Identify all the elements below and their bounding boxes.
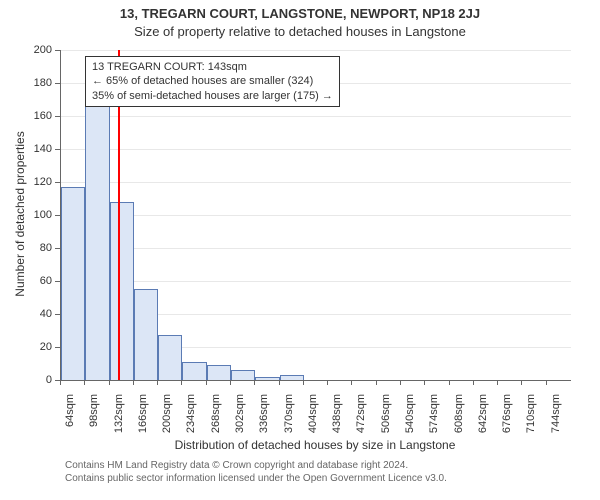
bar: [182, 362, 206, 380]
xtick-mark: [206, 380, 207, 385]
ytick-label: 160: [26, 110, 52, 122]
xtick-label: 302sqm: [234, 394, 246, 444]
xtick-mark: [254, 380, 255, 385]
xtick-mark: [133, 380, 134, 385]
xtick-label: 472sqm: [355, 394, 367, 444]
ytick-label: 100: [26, 209, 52, 221]
bar: [61, 187, 85, 380]
xtick-mark: [546, 380, 547, 385]
ytick-mark: [55, 116, 60, 117]
ytick-mark: [55, 149, 60, 150]
ytick-label: 0: [26, 374, 52, 386]
ytick-label: 120: [26, 176, 52, 188]
xtick-mark: [181, 380, 182, 385]
bar: [280, 375, 304, 380]
gridline: [61, 248, 571, 249]
xtick-label: 336sqm: [258, 394, 270, 444]
bar: [231, 370, 255, 380]
xtick-label: 132sqm: [113, 394, 125, 444]
attribution-line2: Contains public sector information licen…: [65, 473, 447, 486]
xtick-mark: [60, 380, 61, 385]
ytick-mark: [55, 83, 60, 84]
annotation-line-3: 35% of semi-detached houses are larger (…: [92, 89, 333, 103]
xtick-label: 404sqm: [307, 394, 319, 444]
xtick-mark: [230, 380, 231, 385]
xtick-label: 676sqm: [501, 394, 513, 444]
xtick-label: 98sqm: [88, 394, 100, 444]
xtick-label: 438sqm: [331, 394, 343, 444]
ytick-label: 180: [26, 77, 52, 89]
xtick-label: 744sqm: [550, 394, 562, 444]
gridline: [61, 116, 571, 117]
xtick-label: 64sqm: [64, 394, 76, 444]
ytick-label: 80: [26, 242, 52, 254]
bar: [207, 365, 231, 380]
chart-title-main: 13, TREGARN COURT, LANGSTONE, NEWPORT, N…: [0, 6, 600, 21]
attribution-line1: Contains HM Land Registry data © Crown c…: [65, 460, 447, 473]
ytick-mark: [55, 281, 60, 282]
xtick-label: 710sqm: [525, 394, 537, 444]
gridline: [61, 281, 571, 282]
xtick-mark: [473, 380, 474, 385]
bar: [110, 202, 134, 380]
ytick-mark: [55, 215, 60, 216]
annotation-line-1: 13 TREGARN COURT: 143sqm: [92, 60, 333, 74]
xtick-mark: [521, 380, 522, 385]
xtick-label: 166sqm: [137, 394, 149, 444]
attribution-text: Contains HM Land Registry data © Crown c…: [65, 460, 447, 485]
xtick-label: 506sqm: [380, 394, 392, 444]
chart-title-sub: Size of property relative to detached ho…: [0, 24, 600, 39]
chart-root: 13, TREGARN COURT, LANGSTONE, NEWPORT, N…: [0, 0, 600, 500]
xtick-label: 370sqm: [283, 394, 295, 444]
ytick-mark: [55, 182, 60, 183]
ytick-mark: [55, 347, 60, 348]
gridline: [61, 149, 571, 150]
gridline: [61, 215, 571, 216]
annotation-line-2: ← 65% of detached houses are smaller (32…: [92, 74, 333, 88]
xtick-mark: [279, 380, 280, 385]
ytick-label: 140: [26, 143, 52, 155]
xtick-label: 200sqm: [161, 394, 173, 444]
ytick-mark: [55, 314, 60, 315]
xtick-label: 642sqm: [477, 394, 489, 444]
xtick-label: 234sqm: [185, 394, 197, 444]
bar: [255, 377, 279, 380]
gridline: [61, 50, 571, 51]
ytick-mark: [55, 248, 60, 249]
annotation-box: 13 TREGARN COURT: 143sqm← 65% of detache…: [85, 56, 340, 107]
ytick-label: 200: [26, 44, 52, 56]
y-axis-label: Number of detached properties: [13, 124, 27, 304]
xtick-mark: [424, 380, 425, 385]
xtick-label: 540sqm: [404, 394, 416, 444]
ytick-mark: [55, 50, 60, 51]
ytick-label: 40: [26, 308, 52, 320]
bar: [134, 289, 158, 380]
bar: [158, 335, 182, 380]
xtick-mark: [303, 380, 304, 385]
xtick-mark: [84, 380, 85, 385]
ytick-label: 60: [26, 275, 52, 287]
bar: [85, 106, 109, 380]
xtick-mark: [376, 380, 377, 385]
xtick-label: 268sqm: [210, 394, 222, 444]
xtick-label: 574sqm: [428, 394, 440, 444]
ytick-label: 20: [26, 341, 52, 353]
xtick-mark: [400, 380, 401, 385]
xtick-mark: [157, 380, 158, 385]
xtick-mark: [449, 380, 450, 385]
gridline: [61, 182, 571, 183]
xtick-label: 608sqm: [453, 394, 465, 444]
xtick-mark: [109, 380, 110, 385]
xtick-mark: [351, 380, 352, 385]
xtick-mark: [497, 380, 498, 385]
xtick-mark: [327, 380, 328, 385]
